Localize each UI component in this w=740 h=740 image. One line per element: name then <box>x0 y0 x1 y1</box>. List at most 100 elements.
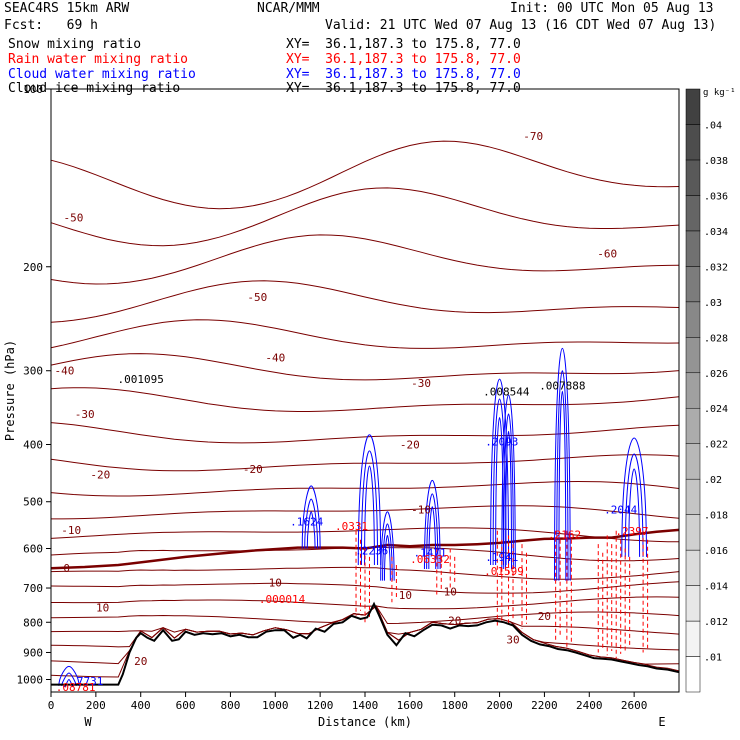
isotherm-line <box>50 319 680 349</box>
field-name-snow: Snow mixing ratio <box>8 37 142 52</box>
cloud-water-contour <box>556 370 569 581</box>
max-value-label: .2044 <box>604 503 637 516</box>
isotherm-label: 20 <box>134 655 147 668</box>
max-value-label: .08781 <box>56 681 96 694</box>
colorbar-cell <box>685 372 701 409</box>
cloud-water-contour <box>628 468 641 557</box>
colorbar-cell <box>685 620 701 657</box>
cloud-water-contour <box>306 511 316 549</box>
y-tick-label: 300 <box>23 365 43 378</box>
isotherm-label: -20 <box>243 463 263 476</box>
y-tick-label: 900 <box>23 646 43 659</box>
x-tick-label: 400 <box>131 699 151 712</box>
x-tick-label: 200 <box>86 699 106 712</box>
colorbar-tick-label: .038 <box>704 156 728 167</box>
x-tick-label: 1600 <box>397 699 424 712</box>
isotherm-label: -40 <box>265 352 285 365</box>
isotherm-line <box>50 422 680 444</box>
cloud-water-contour <box>624 453 644 557</box>
max-value-label: .2236 <box>355 545 388 558</box>
isotherm-line <box>50 454 680 472</box>
colorbar-tick-label: .018 <box>704 511 728 522</box>
isotherm-line <box>50 280 680 323</box>
x-tick-label: 2000 <box>486 699 513 712</box>
cloud-water-contour <box>380 511 395 581</box>
cloud-water-contour <box>58 665 80 686</box>
cloud-water-contour <box>61 672 77 686</box>
y-tick-label: 600 <box>23 542 43 555</box>
colorbar-cell <box>685 443 701 480</box>
max-value-label: .2397 <box>615 525 648 538</box>
isotherm-label: -40 <box>55 365 75 378</box>
cloud-water-contour <box>428 506 437 570</box>
isotherm-label: -30 <box>411 377 431 390</box>
max-value-label: .01599 <box>484 565 524 578</box>
field-name-cloud-water: Cloud water mixing ratio <box>8 67 196 82</box>
y-tick-label: 500 <box>23 496 43 509</box>
y-tick-label: 1000 <box>17 673 44 686</box>
isotherm-label: 10 <box>399 589 412 602</box>
colorbar-tick-label: .04 <box>704 120 722 131</box>
colorbar-tick-label: .014 <box>704 582 728 593</box>
isotherm-line <box>50 140 680 210</box>
max-value-label: .007888 <box>539 380 585 393</box>
colorbar-cell <box>685 195 701 232</box>
colorbar-cell <box>685 301 701 338</box>
isotherm-label: 10 <box>444 586 457 599</box>
isotherm-label: 10 <box>269 576 282 589</box>
colorbar-cell <box>685 124 701 161</box>
cloud-water-contour <box>357 434 382 566</box>
isotherm-label: 10 <box>96 601 109 614</box>
max-value-label: .1471 <box>413 547 446 560</box>
y-tick-label: 400 <box>23 439 43 452</box>
colorbar-tick-label: .02 <box>704 475 722 486</box>
y-axis-label: Pressure (hPa) <box>3 340 17 441</box>
terrain-line <box>51 601 680 686</box>
colorbar-cell <box>685 585 701 622</box>
colorbar-tick-label: .022 <box>704 440 728 451</box>
cloud-water-contour <box>360 450 379 566</box>
isotherm-label: 0 <box>63 562 70 575</box>
colorbar-cell <box>685 159 701 196</box>
isotherm-label: -20 <box>400 439 420 452</box>
freezing-level-line <box>50 528 680 570</box>
colorbar-cell <box>685 656 701 693</box>
colorbar-cell <box>685 549 701 586</box>
colorbar-unit: g kg⁻¹ <box>703 88 736 98</box>
colorbar-cell <box>685 230 701 267</box>
valid-time: Valid: 21 UTC Wed 07 Aug 13 (16 CDT Wed … <box>325 18 717 33</box>
colorbar-cell <box>685 337 701 374</box>
max-value-label: .008544 <box>483 385 530 398</box>
cloud-water-contour <box>501 394 516 570</box>
isotherm-line <box>50 353 680 381</box>
isotherm-line <box>50 566 680 580</box>
field-xy-snow: XY= 36.1,187.3 to 175.8, 77.0 <box>286 37 521 52</box>
y-tick-label: 100 <box>23 83 43 96</box>
field-name-rain: Rain water mixing ratio <box>8 52 189 67</box>
colorbar-tick-label: .032 <box>704 262 728 273</box>
max-value-label: .0331 <box>335 520 368 533</box>
field-xy-cloud-water: XY= 36.1,187.3 to 175.8, 77.0 <box>286 67 521 82</box>
isotherm-label: 20 <box>538 610 551 623</box>
max-value-label: .000014 <box>259 593 306 606</box>
isotherm-line <box>50 234 680 285</box>
colorbar-tick-label: .01 <box>704 653 722 664</box>
isotherm-label: -30 <box>75 408 95 421</box>
isotherm-label: -60 <box>597 248 617 261</box>
forecast-hour: Fcst: 69 h <box>4 18 98 33</box>
x-tick-label: 1000 <box>262 699 289 712</box>
init-time: Init: 00 UTC Mon 05 Aug 13 <box>510 1 714 16</box>
cloud-water-contour <box>383 534 391 581</box>
x-tick-label: 1200 <box>307 699 334 712</box>
max-value-label: .2093 <box>485 435 518 448</box>
x-tick-label: 2200 <box>531 699 558 712</box>
cloud-water-contour <box>503 413 514 570</box>
y-tick-label: 200 <box>23 261 43 274</box>
cloud-water-contour <box>382 523 393 581</box>
colorbar-tick-label: .034 <box>704 227 728 238</box>
isotherm-label: -20 <box>90 469 110 482</box>
isotherm-label: 20 <box>448 615 461 628</box>
agency-label: NCAR/MMM <box>257 1 320 16</box>
colorbar-tick-label: .036 <box>704 191 728 202</box>
